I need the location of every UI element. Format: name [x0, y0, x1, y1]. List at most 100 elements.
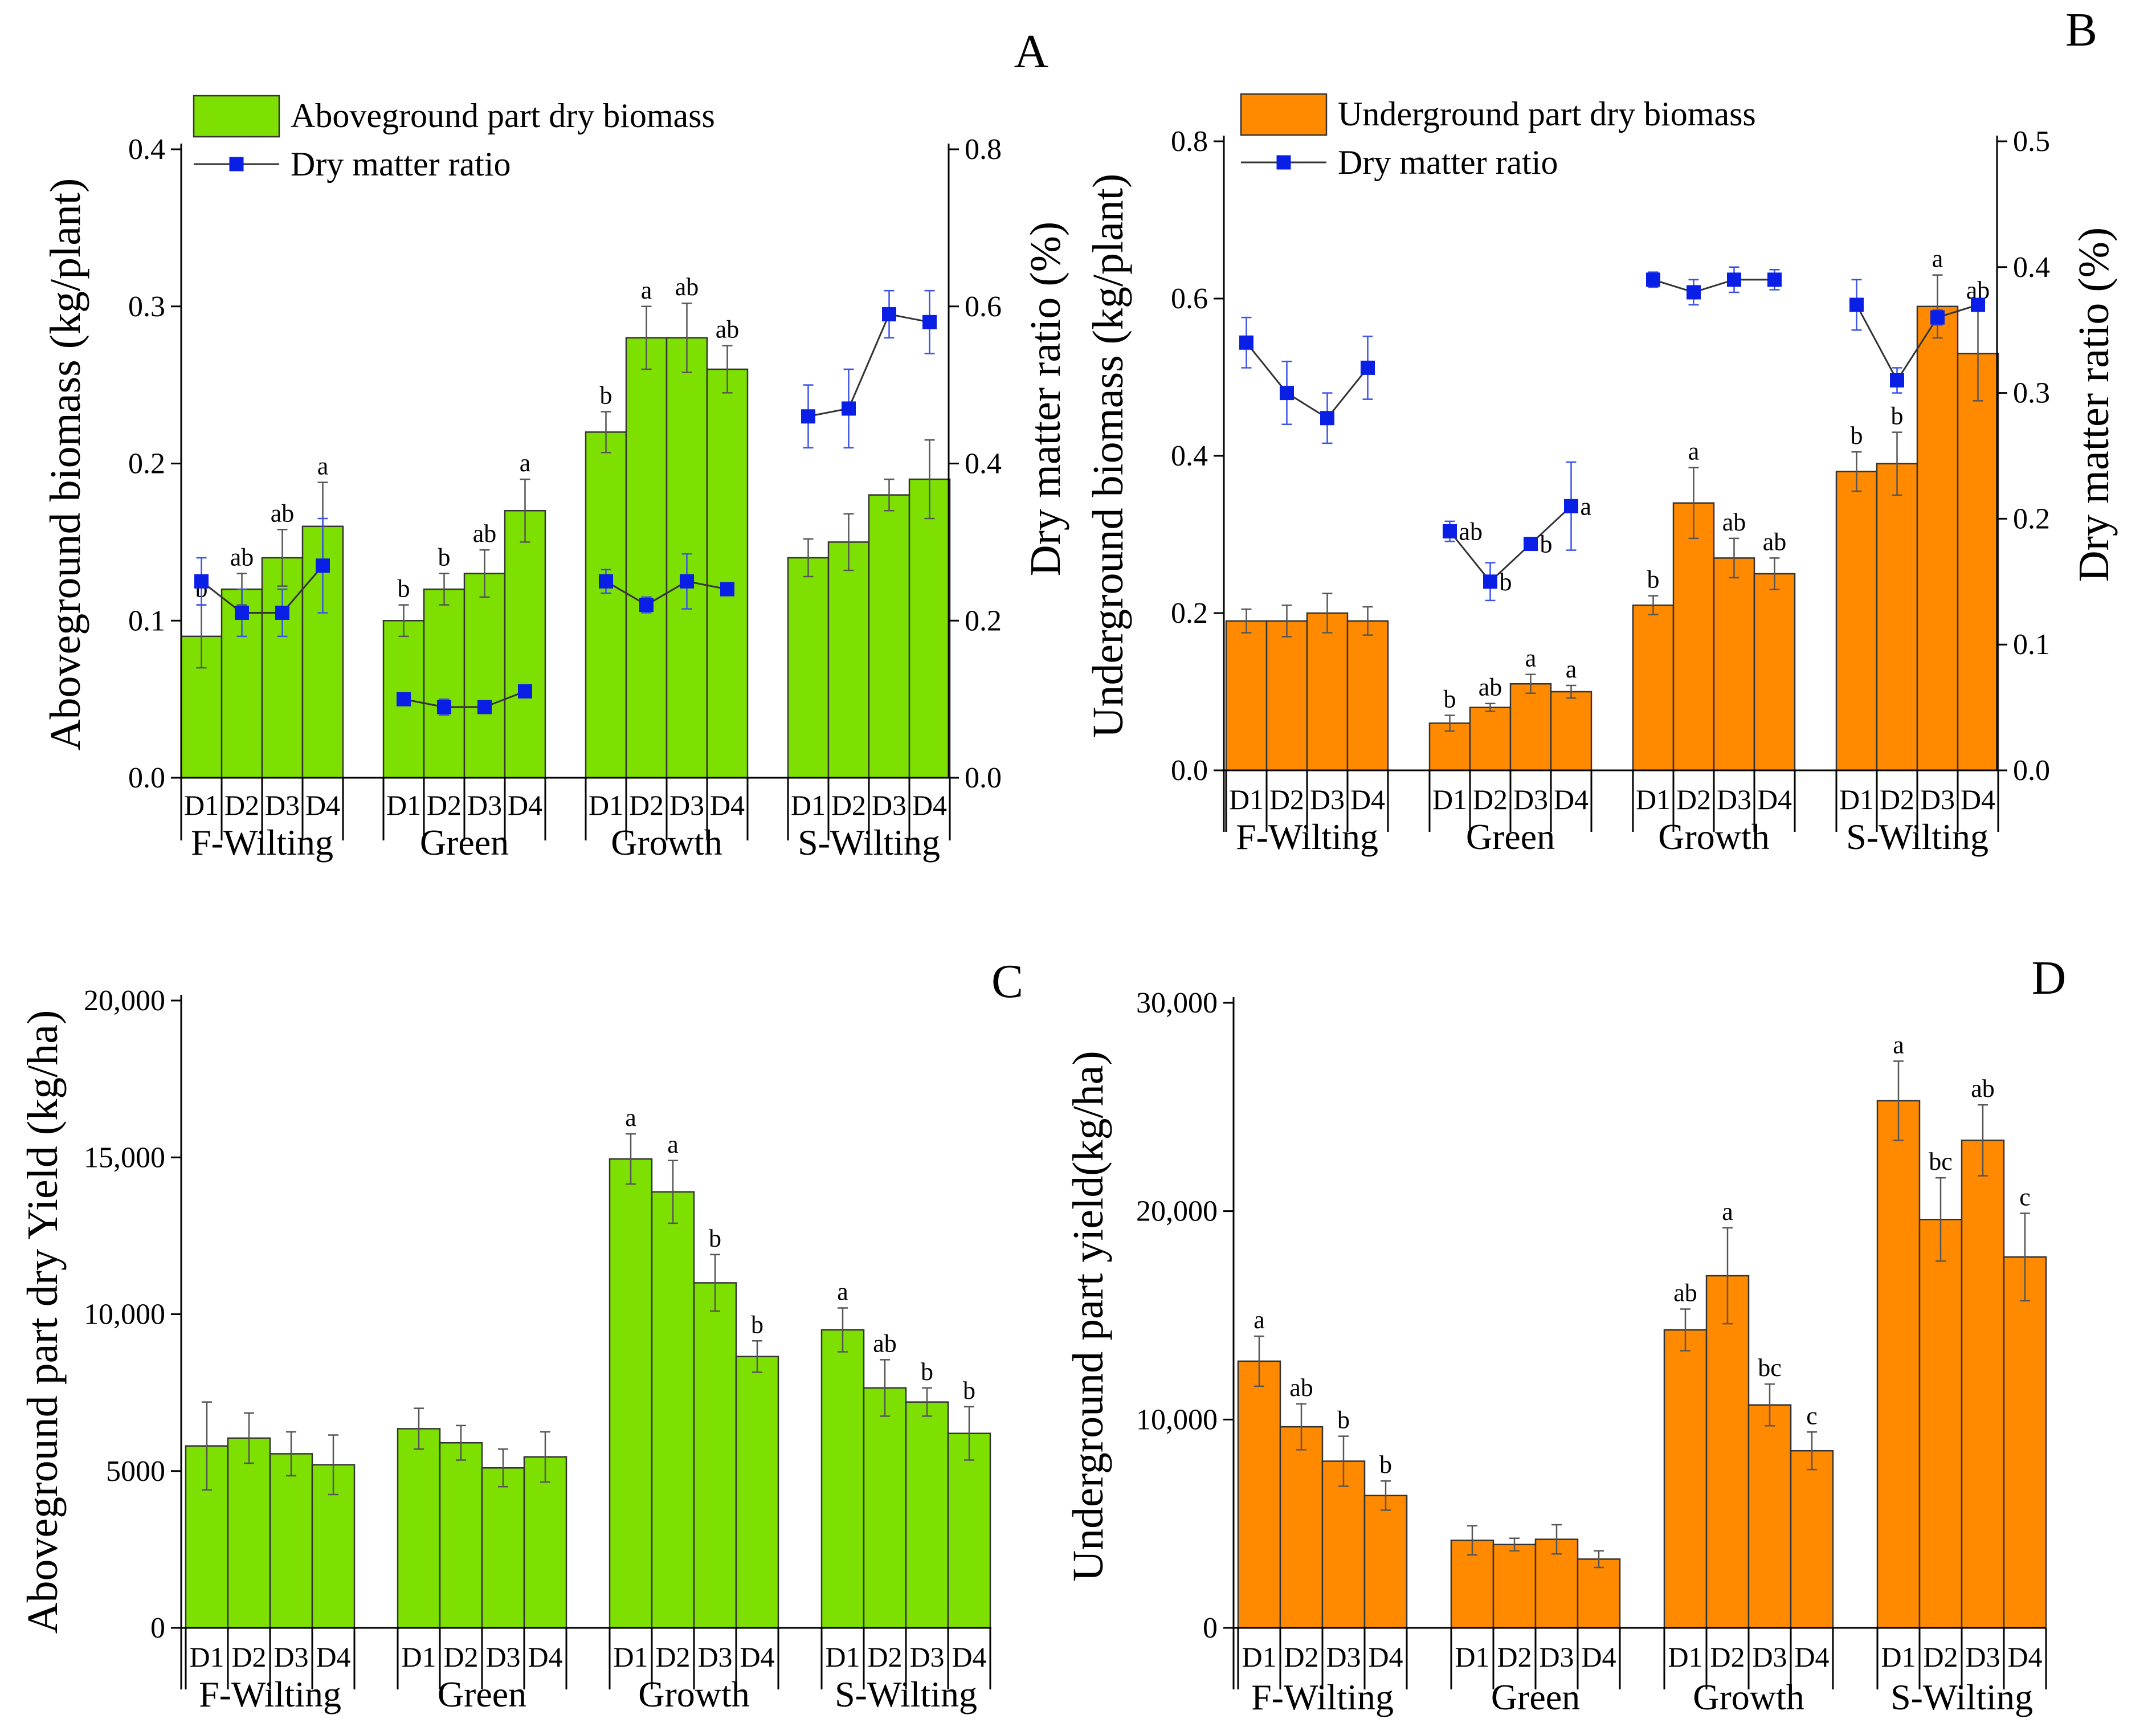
x-tick-label: D1: [189, 1641, 224, 1673]
significance-letter: a: [1566, 655, 1577, 683]
y-tick-label: 0: [150, 1612, 165, 1644]
significance-letter: ab: [873, 1329, 897, 1357]
legend-bar-swatch: [193, 95, 280, 138]
group-label: F-Wilting: [191, 822, 333, 863]
legend-bar-swatch: [1240, 93, 1328, 136]
significance-letter: ab: [1722, 508, 1746, 536]
significance-letter: ab: [1763, 528, 1787, 556]
significance-letter: b: [398, 575, 410, 603]
significance-letter: a: [1688, 438, 1700, 466]
x-tick-label: D4: [316, 1641, 350, 1673]
y2-tick-label: 0.4: [965, 448, 1002, 480]
significance-letter: ab: [230, 544, 254, 571]
bar-S-Wilting-D2: [1876, 463, 1918, 771]
ratio-point-Green-D2: [1483, 574, 1497, 589]
ratio-point-F-Wilting-D1: [1239, 335, 1253, 350]
ratio-point-Green-D4: [518, 684, 532, 699]
ratio-point-S-Wilting-D1: [1849, 297, 1864, 312]
ratio-point-S-Wilting-D1: [801, 409, 815, 424]
x-tick-label: D4: [508, 789, 542, 821]
x-tick-label: D2: [1473, 783, 1508, 815]
bar-Growth-D4: [1753, 573, 1796, 771]
significance-letter: b: [1891, 402, 1904, 430]
panel-label: D: [2032, 952, 2067, 1005]
bar-Growth-D4: [735, 1356, 779, 1629]
bar-S-Wilting-D3: [1961, 1140, 2005, 1629]
bar-S-Wilting-D3: [1916, 305, 1959, 771]
x-tick-label: D2: [1284, 1641, 1318, 1673]
bar-S-Wilting-D4: [908, 478, 951, 779]
panel-label: A: [1014, 25, 1049, 78]
significance-letter: b: [963, 1377, 975, 1405]
x-tick-label: D2: [629, 789, 664, 821]
x-tick-label: D3: [265, 789, 300, 821]
significance-letter: a: [667, 1130, 679, 1158]
bar-Growth-D4: [706, 368, 749, 779]
x-tick-label: D3: [697, 1641, 732, 1673]
group-label: Growth: [611, 822, 722, 863]
bar-Growth-D2: [625, 337, 668, 779]
bar-S-Wilting-D2: [1918, 1219, 1963, 1629]
legend-line-label: Dry matter ratio: [291, 145, 511, 183]
y-tick-label: 5000: [106, 1455, 165, 1488]
y2-tick-label: 0.0: [965, 762, 1002, 794]
y-tick-label: 0.2: [128, 448, 165, 480]
bar-F-Wilting-D4: [1346, 620, 1389, 771]
ratio-point-Green-D3: [477, 700, 492, 715]
x-tick-label: D3: [467, 789, 502, 821]
bar-Green-D2: [1492, 1544, 1537, 1629]
x-tick-label: D2: [1269, 783, 1304, 815]
significance-letter: b: [1647, 566, 1660, 594]
significance-letter: bc: [1758, 1354, 1782, 1382]
x-tick-label: D3: [1752, 1641, 1787, 1673]
x-tick-label: D2: [1710, 1641, 1745, 1673]
x-tick-label: D1: [1668, 1641, 1702, 1673]
significance-letter: a: [625, 1104, 636, 1132]
y-tick-label: 30,000: [1136, 987, 1218, 1019]
x-tick-label: D3: [1326, 1641, 1361, 1673]
ratio-significance-letter: ab: [1459, 517, 1483, 545]
x-tick-label: D4: [528, 1641, 562, 1673]
ratio-point-Growth-D1: [1646, 272, 1660, 287]
significance-letter: ab: [716, 316, 740, 344]
significance-letter: a: [1525, 644, 1537, 672]
x-tick-label: D2: [443, 1641, 478, 1673]
ratio-point-Growth-D4: [720, 582, 734, 597]
x-tick-label: D3: [909, 1641, 944, 1673]
panel-B: D1 D2 D3 D4F-WiltingbD1abD2aD3aD4GreenbD1aD…: [1084, 3, 2118, 857]
x-tick-label: D3: [1965, 1641, 2000, 1673]
ratio-point-Green-D1: [1443, 524, 1457, 538]
y-axis-title: Underground part yield(kg/ha): [1064, 1051, 1112, 1581]
bar-Growth-D3: [1747, 1404, 1792, 1629]
ratio-point-F-Wilting-D4: [1361, 360, 1375, 375]
significance-letter: b: [438, 544, 451, 571]
ratio-point-S-Wilting-D3: [1930, 310, 1945, 325]
significance-letter: a: [1722, 1198, 1733, 1226]
y2-tick-label: 0.2: [2013, 503, 2050, 535]
bar-Growth-D2: [651, 1191, 695, 1629]
ratio-line-F-Wilting: [1246, 342, 1369, 419]
bar-S-Wilting-D1: [1876, 1100, 1921, 1629]
group-label: F-Wilting: [199, 1674, 341, 1714]
x-tick-label: D4: [952, 1641, 986, 1673]
bar-Green-D2: [1469, 707, 1512, 771]
y-tick-label: 10,000: [1136, 1403, 1218, 1436]
ratio-point-F-Wilting-D3: [275, 605, 289, 620]
ratio-point-Growth-D4: [1767, 272, 1782, 287]
bar-Green-D3: [463, 573, 506, 779]
group-label: Green: [438, 1674, 526, 1714]
bar-Growth-D1: [609, 1158, 653, 1629]
x-tick-label: D4: [912, 789, 947, 821]
x-tick-label: D2: [1497, 1641, 1532, 1673]
group-label: Green: [420, 822, 509, 863]
significance-letter: b: [1379, 1451, 1392, 1479]
group-label: S-Wilting: [798, 822, 940, 863]
bar-Growth-D3: [693, 1282, 737, 1629]
significance-letter: a: [317, 452, 329, 480]
ratio-point-Green-D1: [397, 692, 411, 707]
bar-F-Wilting-D2: [1265, 620, 1308, 771]
bar-Green-D4: [1577, 1558, 1621, 1629]
y-tick-label: 0.4: [128, 133, 165, 166]
